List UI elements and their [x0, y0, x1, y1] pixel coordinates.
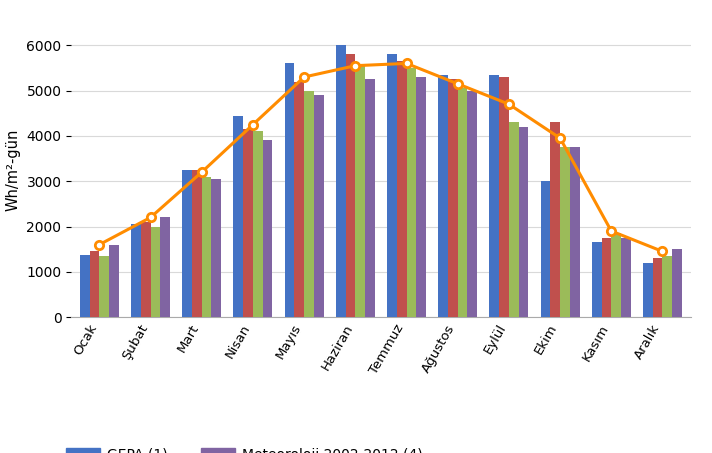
Bar [458, 88, 468, 317]
Bar [141, 222, 150, 317]
Bar [109, 245, 119, 317]
Bar [131, 224, 141, 317]
Bar [355, 66, 365, 317]
Bar [201, 177, 211, 317]
Bar [304, 91, 314, 317]
Bar [489, 75, 499, 317]
Bar [672, 249, 682, 317]
Bar [336, 45, 345, 317]
Bar [150, 226, 160, 317]
Bar [662, 256, 672, 317]
Bar [100, 256, 109, 317]
Bar [540, 181, 550, 317]
Bar [653, 258, 662, 317]
Bar [602, 238, 612, 317]
Bar [387, 54, 397, 317]
Y-axis label: Wh/m²-gün: Wh/m²-gün [6, 129, 21, 211]
Legend: GEPA (1), PVGIS (2), CMSAF (3), Meteoroloji 2002-2012 (4), Ortalama (1,2,3,4): GEPA (1), PVGIS (2), CMSAF (3), Meteorol… [66, 448, 423, 453]
Bar [592, 242, 602, 317]
Bar [643, 263, 653, 317]
Bar [345, 54, 355, 317]
Bar [182, 170, 192, 317]
Bar [253, 131, 263, 317]
Bar [397, 61, 407, 317]
Bar [160, 217, 170, 317]
Bar [612, 233, 621, 317]
Bar [499, 77, 509, 317]
Bar [509, 122, 518, 317]
Bar [518, 127, 528, 317]
Bar [234, 116, 244, 317]
Bar [294, 82, 304, 317]
Bar [448, 79, 458, 317]
Bar [192, 170, 201, 317]
Bar [365, 79, 375, 317]
Bar [407, 68, 417, 317]
Bar [90, 251, 100, 317]
Bar [468, 91, 477, 317]
Bar [244, 129, 253, 317]
Bar [439, 75, 448, 317]
Bar [80, 255, 90, 317]
Bar [560, 147, 570, 317]
Bar [263, 140, 273, 317]
Bar [621, 238, 631, 317]
Bar [417, 77, 426, 317]
Bar [314, 95, 323, 317]
Bar [285, 63, 294, 317]
Bar [570, 147, 580, 317]
Bar [550, 122, 560, 317]
Bar [211, 179, 221, 317]
